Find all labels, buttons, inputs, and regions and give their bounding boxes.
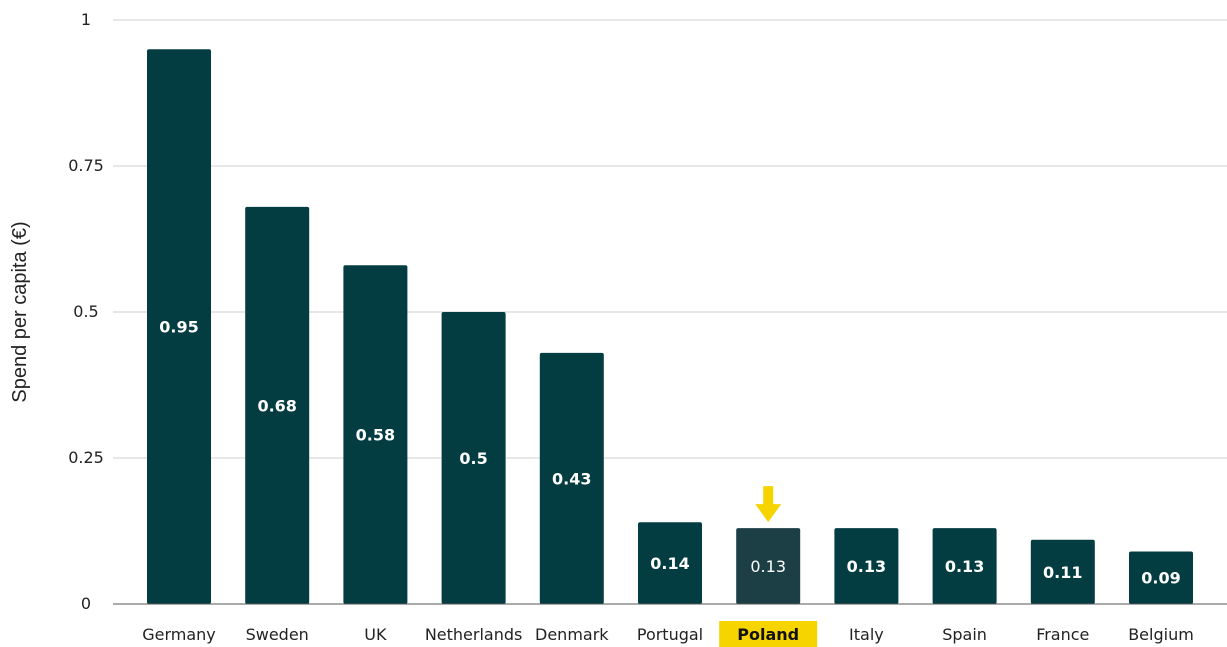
bar-sweden (245, 206, 310, 604)
category-label-germany: Germany (142, 625, 216, 644)
value-label-germany: 0.95 (159, 318, 198, 337)
bar-denmark (539, 352, 604, 604)
bar-italy (834, 528, 899, 604)
bar-spain (932, 528, 997, 604)
category-label-netherlands: Netherlands (425, 625, 523, 644)
value-label-uk: 0.58 (356, 426, 395, 445)
bar-poland (736, 528, 801, 604)
bars (147, 49, 1193, 604)
highlight-arrow-icon (755, 486, 782, 523)
value-label-france: 0.11 (1043, 563, 1082, 582)
y-tick-label: 0.75 (68, 156, 104, 175)
y-tick-label: 0 (81, 594, 91, 613)
bar-france (1030, 539, 1095, 604)
value-label-belgium: 0.09 (1141, 569, 1180, 588)
category-label-italy: Italy (849, 625, 884, 644)
category-label-poland: Poland (737, 625, 799, 644)
y-tick-label: 0.5 (73, 302, 98, 321)
bar-netherlands (441, 312, 506, 604)
category-label-france: France (1036, 625, 1089, 644)
category-label-uk: UK (364, 625, 387, 644)
value-label-sweden: 0.68 (257, 396, 296, 415)
y-axis-title: Spend per capita (€) (9, 221, 31, 402)
bar-belgium (1129, 551, 1193, 604)
category-label-denmark: Denmark (535, 625, 609, 644)
value-labels: 0.95 0.68 0.58 0.5 0.43 0.14 0.13 0.13 0.13 0.11 0… (159, 318, 1180, 588)
value-label-italy: 0.13 (847, 557, 886, 576)
bar-uk (343, 265, 408, 604)
category-label-belgium: Belgium (1128, 625, 1194, 644)
value-label-denmark: 0.43 (552, 469, 591, 488)
category-label-portugal: Portugal (637, 625, 703, 644)
x-axis-categories: Germany Sweden UK Netherlands Denmark Portuga… (142, 621, 1194, 647)
y-tick-label: 1 (81, 10, 91, 29)
value-label-poland: 0.13 (750, 557, 786, 576)
y-tick-label: 0.25 (68, 448, 104, 467)
value-label-spain: 0.13 (945, 557, 984, 576)
bar-portugal (638, 522, 702, 604)
highlight-label-box (719, 621, 818, 647)
category-label-spain: Spain (942, 625, 987, 644)
value-label-portugal: 0.14 (650, 554, 689, 573)
category-label-sweden: Sweden (246, 625, 309, 644)
value-label-netherlands: 0.5 (459, 449, 487, 468)
y-axis-ticks: 0 0.25 0.5 0.75 1 (68, 10, 104, 613)
bar-germany (147, 49, 211, 604)
